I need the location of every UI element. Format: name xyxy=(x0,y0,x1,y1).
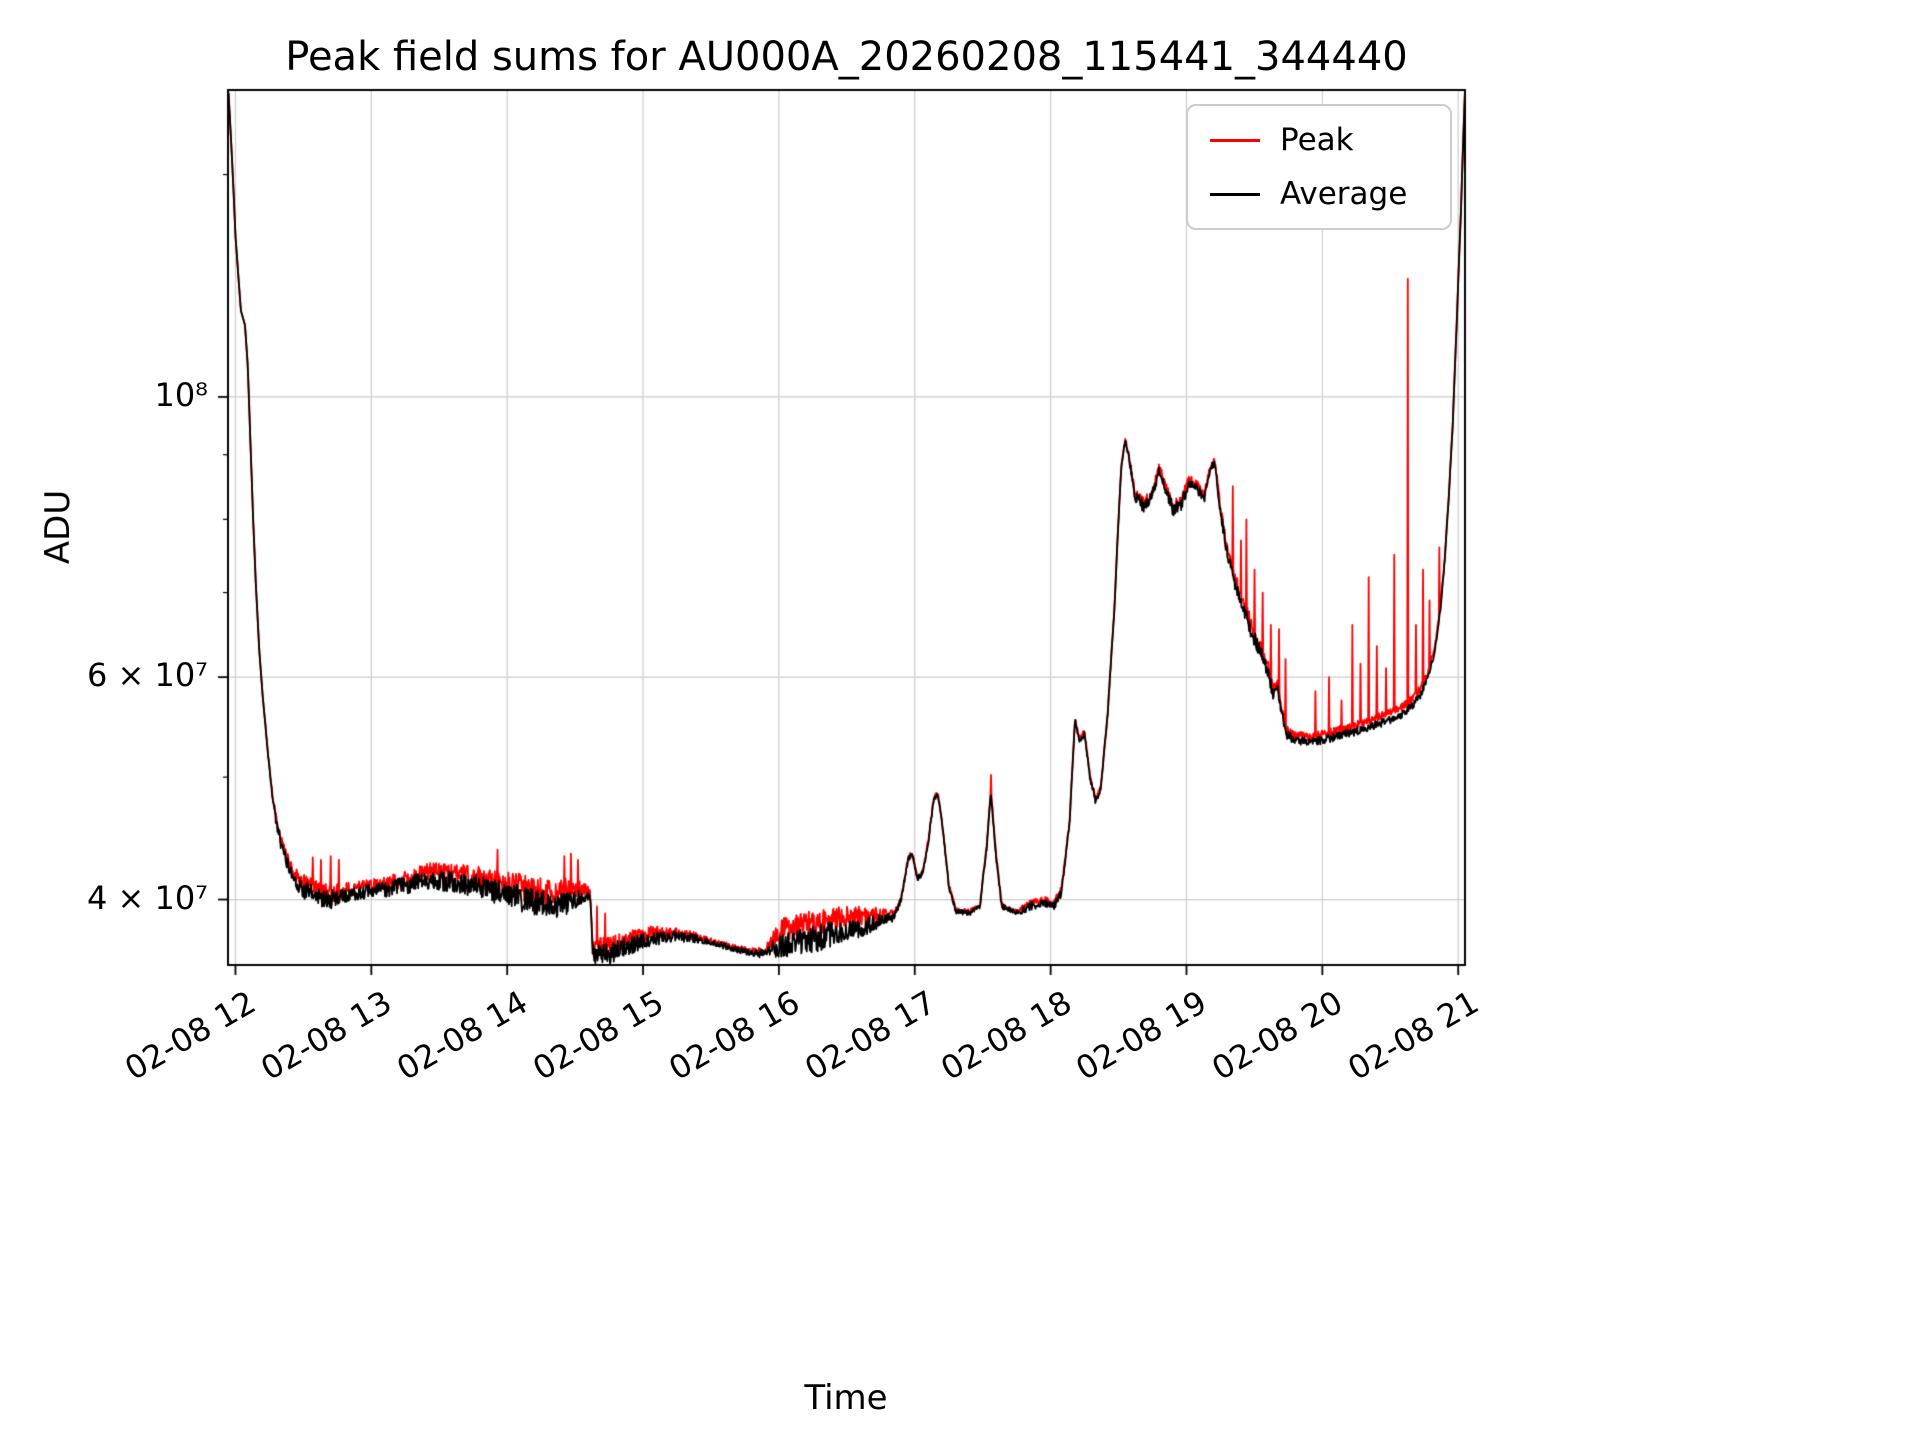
x-axis-label: Time xyxy=(804,1378,888,1418)
average-line-swatch xyxy=(1210,192,1260,196)
legend-label-average: Average xyxy=(1280,176,1408,212)
y-tick-label: 4 × 10⁷ xyxy=(86,878,208,917)
chart-title: Peak field sums for AU000A_20260208_1154… xyxy=(285,34,1408,80)
legend-label-peak: Peak xyxy=(1280,122,1354,158)
y-tick-label: 6 × 10⁷ xyxy=(86,656,208,695)
legend-item-peak: Peak xyxy=(1210,120,1428,160)
peak-line-swatch xyxy=(1210,138,1260,142)
legend-item-average: Average xyxy=(1210,174,1428,214)
y-tick-label: 10⁸ xyxy=(154,376,208,415)
legend: Peak Average xyxy=(1186,104,1452,230)
y-axis-label: ADU xyxy=(38,489,78,565)
